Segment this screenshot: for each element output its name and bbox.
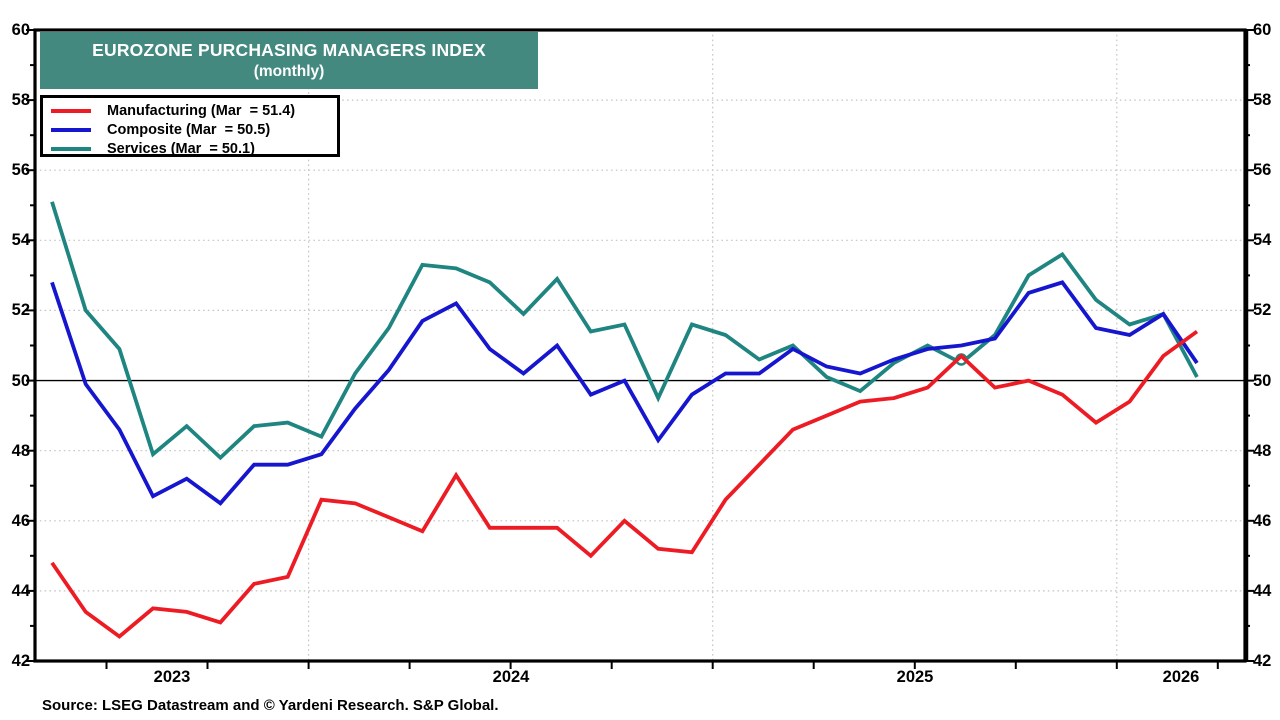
legend: Manufacturing (Mar = 51.4) Composite (Ma… (40, 95, 340, 157)
y-axis-label-left: 58 (11, 91, 30, 109)
y-axis-label-right: 60 (1253, 21, 1272, 39)
composite-line (50, 280, 1199, 506)
y-axis-label-left: 46 (11, 512, 30, 530)
x-axis-year-label: 2024 (492, 668, 530, 686)
manufacturing-line (50, 329, 1199, 639)
legend-row-manufacturing: Manufacturing (Mar = 51.4) (51, 102, 337, 120)
y-axis-label-right: 52 (1253, 301, 1272, 319)
y-axis-label-right: 44 (1253, 582, 1272, 600)
chart-title-box: EUROZONE PURCHASING MANAGERS INDEX (mont… (40, 32, 538, 89)
y-axis-label-left: 48 (11, 442, 30, 460)
y-axis-label-left: 44 (11, 582, 30, 600)
chart-title: EUROZONE PURCHASING MANAGERS INDEX (92, 40, 486, 60)
x-axis-year-label: 2025 (896, 668, 934, 686)
chart-subtitle: (monthly) (253, 63, 325, 80)
services-line-swatch (51, 147, 91, 151)
y-axis-label-left: 54 (11, 231, 30, 249)
services-line (50, 201, 1199, 461)
legend-label-services: Services (Mar = 50.1) (107, 141, 255, 157)
y-axis-label-left: 60 (11, 21, 30, 39)
source-note: Source: LSEG Datastream and © Yardeni Re… (42, 697, 499, 714)
legend-row-composite: Composite (Mar = 50.5) (51, 121, 337, 139)
y-axis-label-right: 54 (1253, 231, 1272, 249)
y-axis-label-right: 48 (1253, 442, 1272, 460)
manufacturing-line-swatch (51, 109, 91, 113)
y-axis-label-left: 52 (11, 301, 30, 319)
y-axis-label-left: 56 (11, 161, 30, 179)
y-axis-label-right: 56 (1253, 161, 1272, 179)
x-axis-year-label: 2023 (153, 668, 191, 686)
y-axis-label-right: 50 (1253, 372, 1272, 390)
y-axis-label-right: 42 (1253, 652, 1272, 670)
y-axis-label-right: 46 (1253, 512, 1272, 530)
y-axis-label-right: 58 (1253, 91, 1272, 109)
x-axis-year-label: 2026 (1162, 668, 1200, 686)
y-axis-label-left: 50 (11, 372, 30, 390)
legend-label-composite: Composite (Mar = 50.5) (107, 122, 271, 138)
y-axis-label-left: 42 (11, 652, 30, 670)
composite-line-swatch (51, 128, 91, 132)
legend-label-manufacturing: Manufacturing (Mar = 51.4) (107, 103, 296, 119)
legend-row-services: Services (Mar = 50.1) (51, 140, 337, 158)
